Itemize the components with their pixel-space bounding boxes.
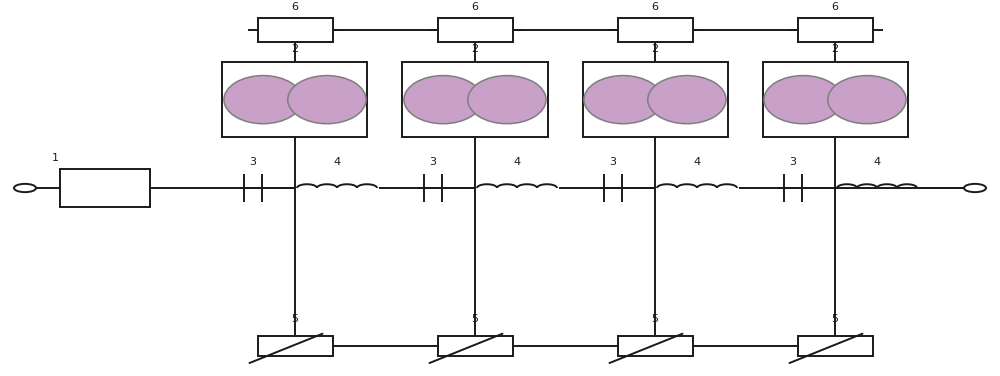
Text: 6: 6 bbox=[292, 2, 298, 12]
Text: 3: 3 bbox=[610, 157, 616, 167]
Bar bbox=[582, 62, 728, 137]
Text: 5: 5 bbox=[652, 314, 658, 324]
Bar bbox=[798, 18, 872, 42]
Text: 5: 5 bbox=[832, 314, 838, 324]
Text: 6: 6 bbox=[832, 2, 838, 12]
Text: 2: 2 bbox=[291, 44, 299, 54]
Text: 6: 6 bbox=[472, 2, 479, 12]
Bar bbox=[438, 335, 512, 356]
Ellipse shape bbox=[224, 76, 302, 124]
Bar bbox=[222, 62, 367, 137]
Bar bbox=[402, 62, 548, 137]
Bar bbox=[438, 18, 512, 42]
Text: 2: 2 bbox=[651, 44, 659, 54]
Circle shape bbox=[964, 184, 986, 192]
Text: 3: 3 bbox=[789, 157, 796, 167]
Text: 3: 3 bbox=[430, 157, 436, 167]
Text: 4: 4 bbox=[513, 157, 521, 167]
Ellipse shape bbox=[764, 76, 842, 124]
Ellipse shape bbox=[468, 76, 546, 124]
Text: 5: 5 bbox=[292, 314, 298, 324]
Text: 4: 4 bbox=[873, 157, 881, 167]
Ellipse shape bbox=[404, 76, 482, 124]
Text: 1: 1 bbox=[52, 153, 59, 163]
Ellipse shape bbox=[584, 76, 662, 124]
Text: 2: 2 bbox=[831, 44, 839, 54]
Text: 2: 2 bbox=[471, 44, 479, 54]
Ellipse shape bbox=[828, 76, 906, 124]
Bar bbox=[618, 18, 692, 42]
Circle shape bbox=[14, 184, 36, 192]
Bar bbox=[763, 62, 908, 137]
Text: 3: 3 bbox=[250, 157, 256, 167]
Bar bbox=[258, 18, 332, 42]
Ellipse shape bbox=[288, 76, 366, 124]
Text: 4: 4 bbox=[333, 157, 341, 167]
Bar bbox=[618, 335, 692, 356]
Text: 5: 5 bbox=[472, 314, 479, 324]
Ellipse shape bbox=[648, 76, 726, 124]
Bar bbox=[798, 335, 872, 356]
Bar bbox=[60, 169, 150, 207]
Bar bbox=[258, 335, 332, 356]
Text: 4: 4 bbox=[693, 157, 701, 167]
Text: 6: 6 bbox=[652, 2, 658, 12]
